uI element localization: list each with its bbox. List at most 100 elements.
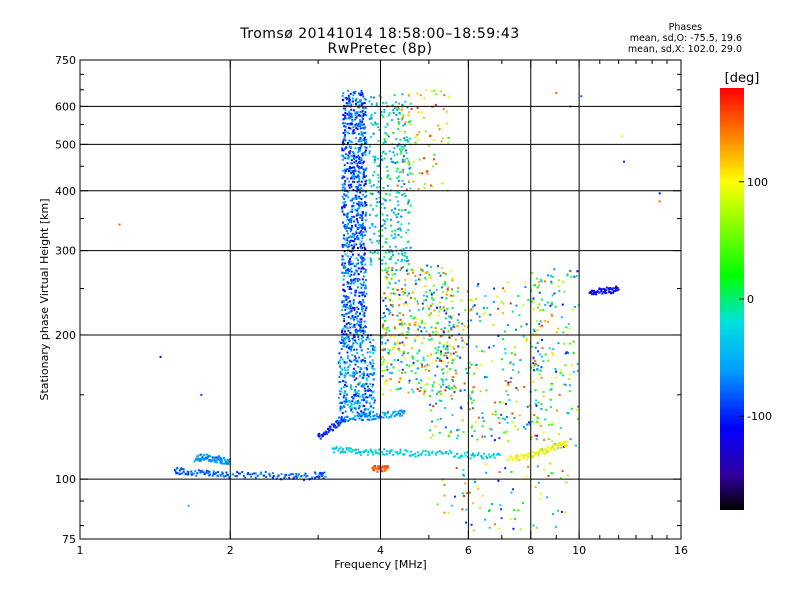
echo-point [482, 313, 485, 316]
echo-point [356, 165, 359, 168]
echo-point [348, 307, 351, 310]
echo-point [576, 362, 579, 365]
echo-point [361, 341, 364, 344]
echo-point [397, 204, 400, 207]
stats-heading: Phases [668, 22, 702, 33]
echo-point [386, 218, 389, 221]
echo-point [544, 353, 547, 356]
echo-point [347, 196, 350, 199]
echo-point [354, 290, 357, 293]
echo-point [488, 526, 491, 529]
echo-point [551, 314, 554, 317]
echo-point [470, 523, 473, 526]
echo-point [389, 199, 392, 202]
echo-point [384, 315, 387, 318]
echo-point [547, 274, 550, 277]
echo-point [519, 457, 522, 460]
echo-point [354, 208, 357, 211]
echo-point [350, 162, 353, 165]
echo-point [492, 323, 495, 326]
echo-point [320, 472, 323, 475]
echo-point [199, 459, 202, 462]
echo-point [501, 401, 504, 404]
echo-point [236, 471, 239, 474]
echo-point [382, 218, 385, 221]
echo-point [497, 479, 500, 482]
echo-point [364, 270, 367, 273]
echo-point [401, 194, 404, 197]
echo-point [385, 307, 388, 310]
echo-point [548, 449, 551, 452]
echo-point [397, 208, 400, 211]
echo-point [546, 301, 549, 304]
echo-point [473, 304, 476, 307]
echo-point [360, 246, 363, 249]
echo-point [451, 387, 454, 390]
echo-point [345, 393, 348, 396]
echo-point [363, 404, 366, 407]
echo-point [446, 371, 449, 374]
echo-point [510, 455, 513, 458]
echo-point [341, 147, 344, 150]
echo-point [403, 410, 406, 413]
echo-point [382, 187, 385, 190]
echo-point [219, 456, 222, 459]
echo-point [220, 461, 223, 464]
echo-point [473, 372, 476, 375]
echo-point [357, 414, 360, 417]
echo-point [439, 301, 442, 304]
echo-point [536, 306, 539, 309]
echo-point [341, 313, 344, 316]
echo-point [539, 353, 542, 356]
echo-point [483, 435, 486, 438]
echo-point [441, 379, 444, 382]
echo-point [384, 319, 387, 322]
echo-point [382, 141, 385, 144]
echo-point [372, 469, 375, 472]
echo-point [569, 390, 572, 393]
echo-point [459, 406, 462, 409]
echo-point [518, 459, 521, 462]
echo-point [450, 359, 453, 362]
echo-point [576, 270, 579, 273]
echo-point [347, 316, 350, 319]
echo-point [376, 466, 379, 469]
echo-point [182, 470, 185, 473]
echo-point [497, 416, 500, 419]
echo-point [345, 298, 348, 301]
echo-point [507, 381, 510, 384]
echo-point [445, 110, 448, 113]
echo-point [541, 347, 544, 350]
echo-point [428, 338, 431, 341]
echo-point [455, 387, 458, 390]
echo-point [384, 227, 387, 230]
x-tick-label: 8 [527, 544, 534, 557]
echo-point [401, 354, 404, 357]
echo-point [348, 241, 351, 244]
echo-point [360, 225, 363, 228]
echo-point [510, 456, 513, 459]
echo-point [391, 273, 394, 276]
echo-point [570, 407, 573, 410]
echo-point [342, 169, 345, 172]
echo-point [372, 352, 375, 355]
echo-point [562, 374, 565, 377]
echo-point [527, 456, 530, 459]
echo-point [435, 392, 438, 395]
echo-point [404, 301, 407, 304]
echo-point [604, 290, 607, 293]
echo-point [612, 289, 615, 292]
y-tick-label: 500 [55, 138, 76, 151]
echo-point [412, 317, 415, 320]
echo-point [402, 114, 405, 117]
echo-point [372, 396, 375, 399]
echo-point [400, 322, 403, 325]
echo-point [389, 389, 392, 392]
echo-point [401, 179, 404, 182]
echo-point [196, 472, 199, 475]
echo-point [346, 415, 349, 418]
echo-point [361, 102, 364, 105]
echo-point [347, 232, 350, 235]
echo-point [462, 431, 465, 434]
echo-point [361, 373, 364, 376]
